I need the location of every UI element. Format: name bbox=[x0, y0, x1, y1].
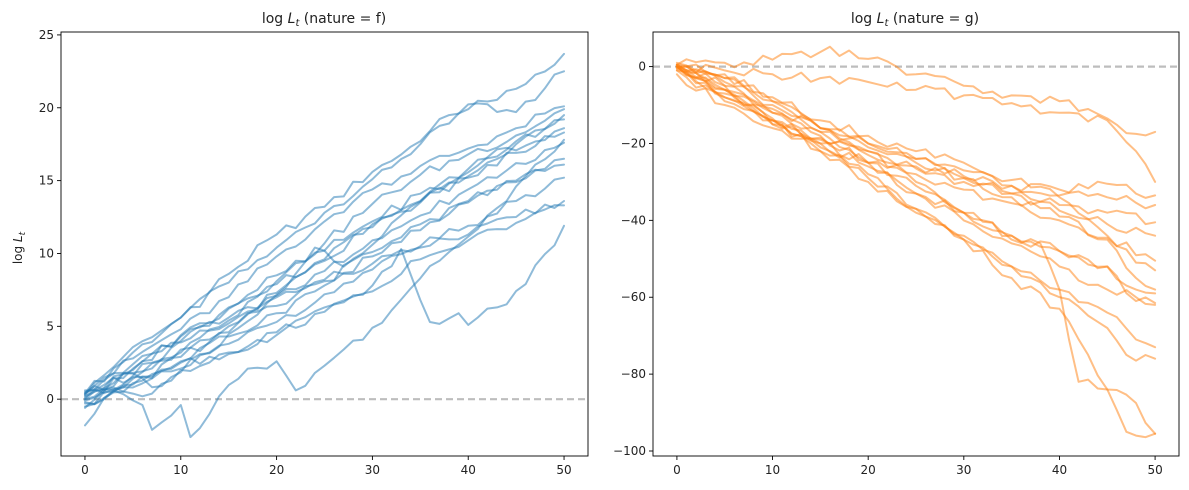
left-series-line bbox=[84, 200, 565, 406]
left-series-line bbox=[84, 127, 565, 401]
left-series-line bbox=[84, 70, 565, 396]
left-y-tick-label: 25 bbox=[39, 28, 54, 42]
left-y-axis-label: log Lt bbox=[11, 231, 28, 264]
left-series-line bbox=[84, 131, 565, 395]
right-x-tick-label: 40 bbox=[1052, 463, 1067, 477]
right-series-line bbox=[675, 63, 1157, 272]
left-chart-panel: log Lt (nature = f) log Lt 0 10 20 30 40 50 0 5… bbox=[11, 11, 589, 477]
right-y-tick-label: −60 bbox=[621, 290, 646, 304]
right-x-tick-label: 0 bbox=[673, 463, 681, 477]
left-series-line bbox=[84, 105, 565, 393]
left-x-tick-label: 30 bbox=[365, 463, 380, 477]
left-series-line bbox=[84, 138, 565, 439]
right-series-line bbox=[675, 67, 1157, 439]
right-y-tick-label: −20 bbox=[621, 136, 646, 150]
left-y-tick-label: 10 bbox=[39, 246, 54, 260]
left-series-line bbox=[84, 52, 565, 395]
right-series-line bbox=[675, 65, 1157, 349]
left-y-tick-label: 20 bbox=[39, 101, 54, 115]
left-y-tick-label: 5 bbox=[46, 319, 54, 333]
left-x-tick-label: 50 bbox=[556, 463, 571, 477]
right-y-tick-label: −80 bbox=[621, 367, 646, 381]
right-x-tick-label: 20 bbox=[861, 463, 876, 477]
right-series-line bbox=[675, 63, 1157, 183]
right-axes-frame bbox=[652, 31, 1180, 457]
left-series-line bbox=[84, 157, 565, 399]
right-chart-panel: log Lt (nature = g) 0 10 20 30 40 50 −100 −80 −6… bbox=[613, 11, 1180, 477]
right-plot-area bbox=[653, 45, 1179, 439]
right-x-tick-label: 10 bbox=[765, 463, 780, 477]
left-axes-frame bbox=[60, 31, 589, 457]
left-y-tick-label: 0 bbox=[46, 392, 54, 406]
right-series-line bbox=[675, 65, 1157, 237]
right-y-tick-label: −40 bbox=[621, 213, 646, 227]
left-series-line bbox=[84, 141, 565, 405]
left-x-tick-label: 0 bbox=[81, 463, 89, 477]
right-series-line bbox=[675, 61, 1157, 435]
right-series-line bbox=[675, 65, 1157, 291]
right-y-tick-label: −100 bbox=[613, 444, 646, 458]
left-y-tick-label: 15 bbox=[39, 174, 54, 188]
right-series-line bbox=[675, 63, 1157, 306]
left-x-tick-label: 10 bbox=[173, 463, 188, 477]
left-plot-area bbox=[61, 52, 588, 439]
right-y-tick-label: 0 bbox=[638, 60, 646, 74]
right-x-tick-label: 30 bbox=[956, 463, 971, 477]
right-series-line bbox=[675, 45, 1157, 137]
left-x-tick-label: 20 bbox=[269, 463, 284, 477]
left-chart-title: log Lt (nature = f) bbox=[262, 11, 386, 29]
right-x-tick-label: 50 bbox=[1147, 463, 1162, 477]
right-series-line bbox=[675, 73, 1157, 262]
left-x-tick-label: 40 bbox=[461, 463, 476, 477]
left-series-line bbox=[84, 204, 565, 392]
right-chart-title: log Lt (nature = g) bbox=[851, 11, 979, 29]
